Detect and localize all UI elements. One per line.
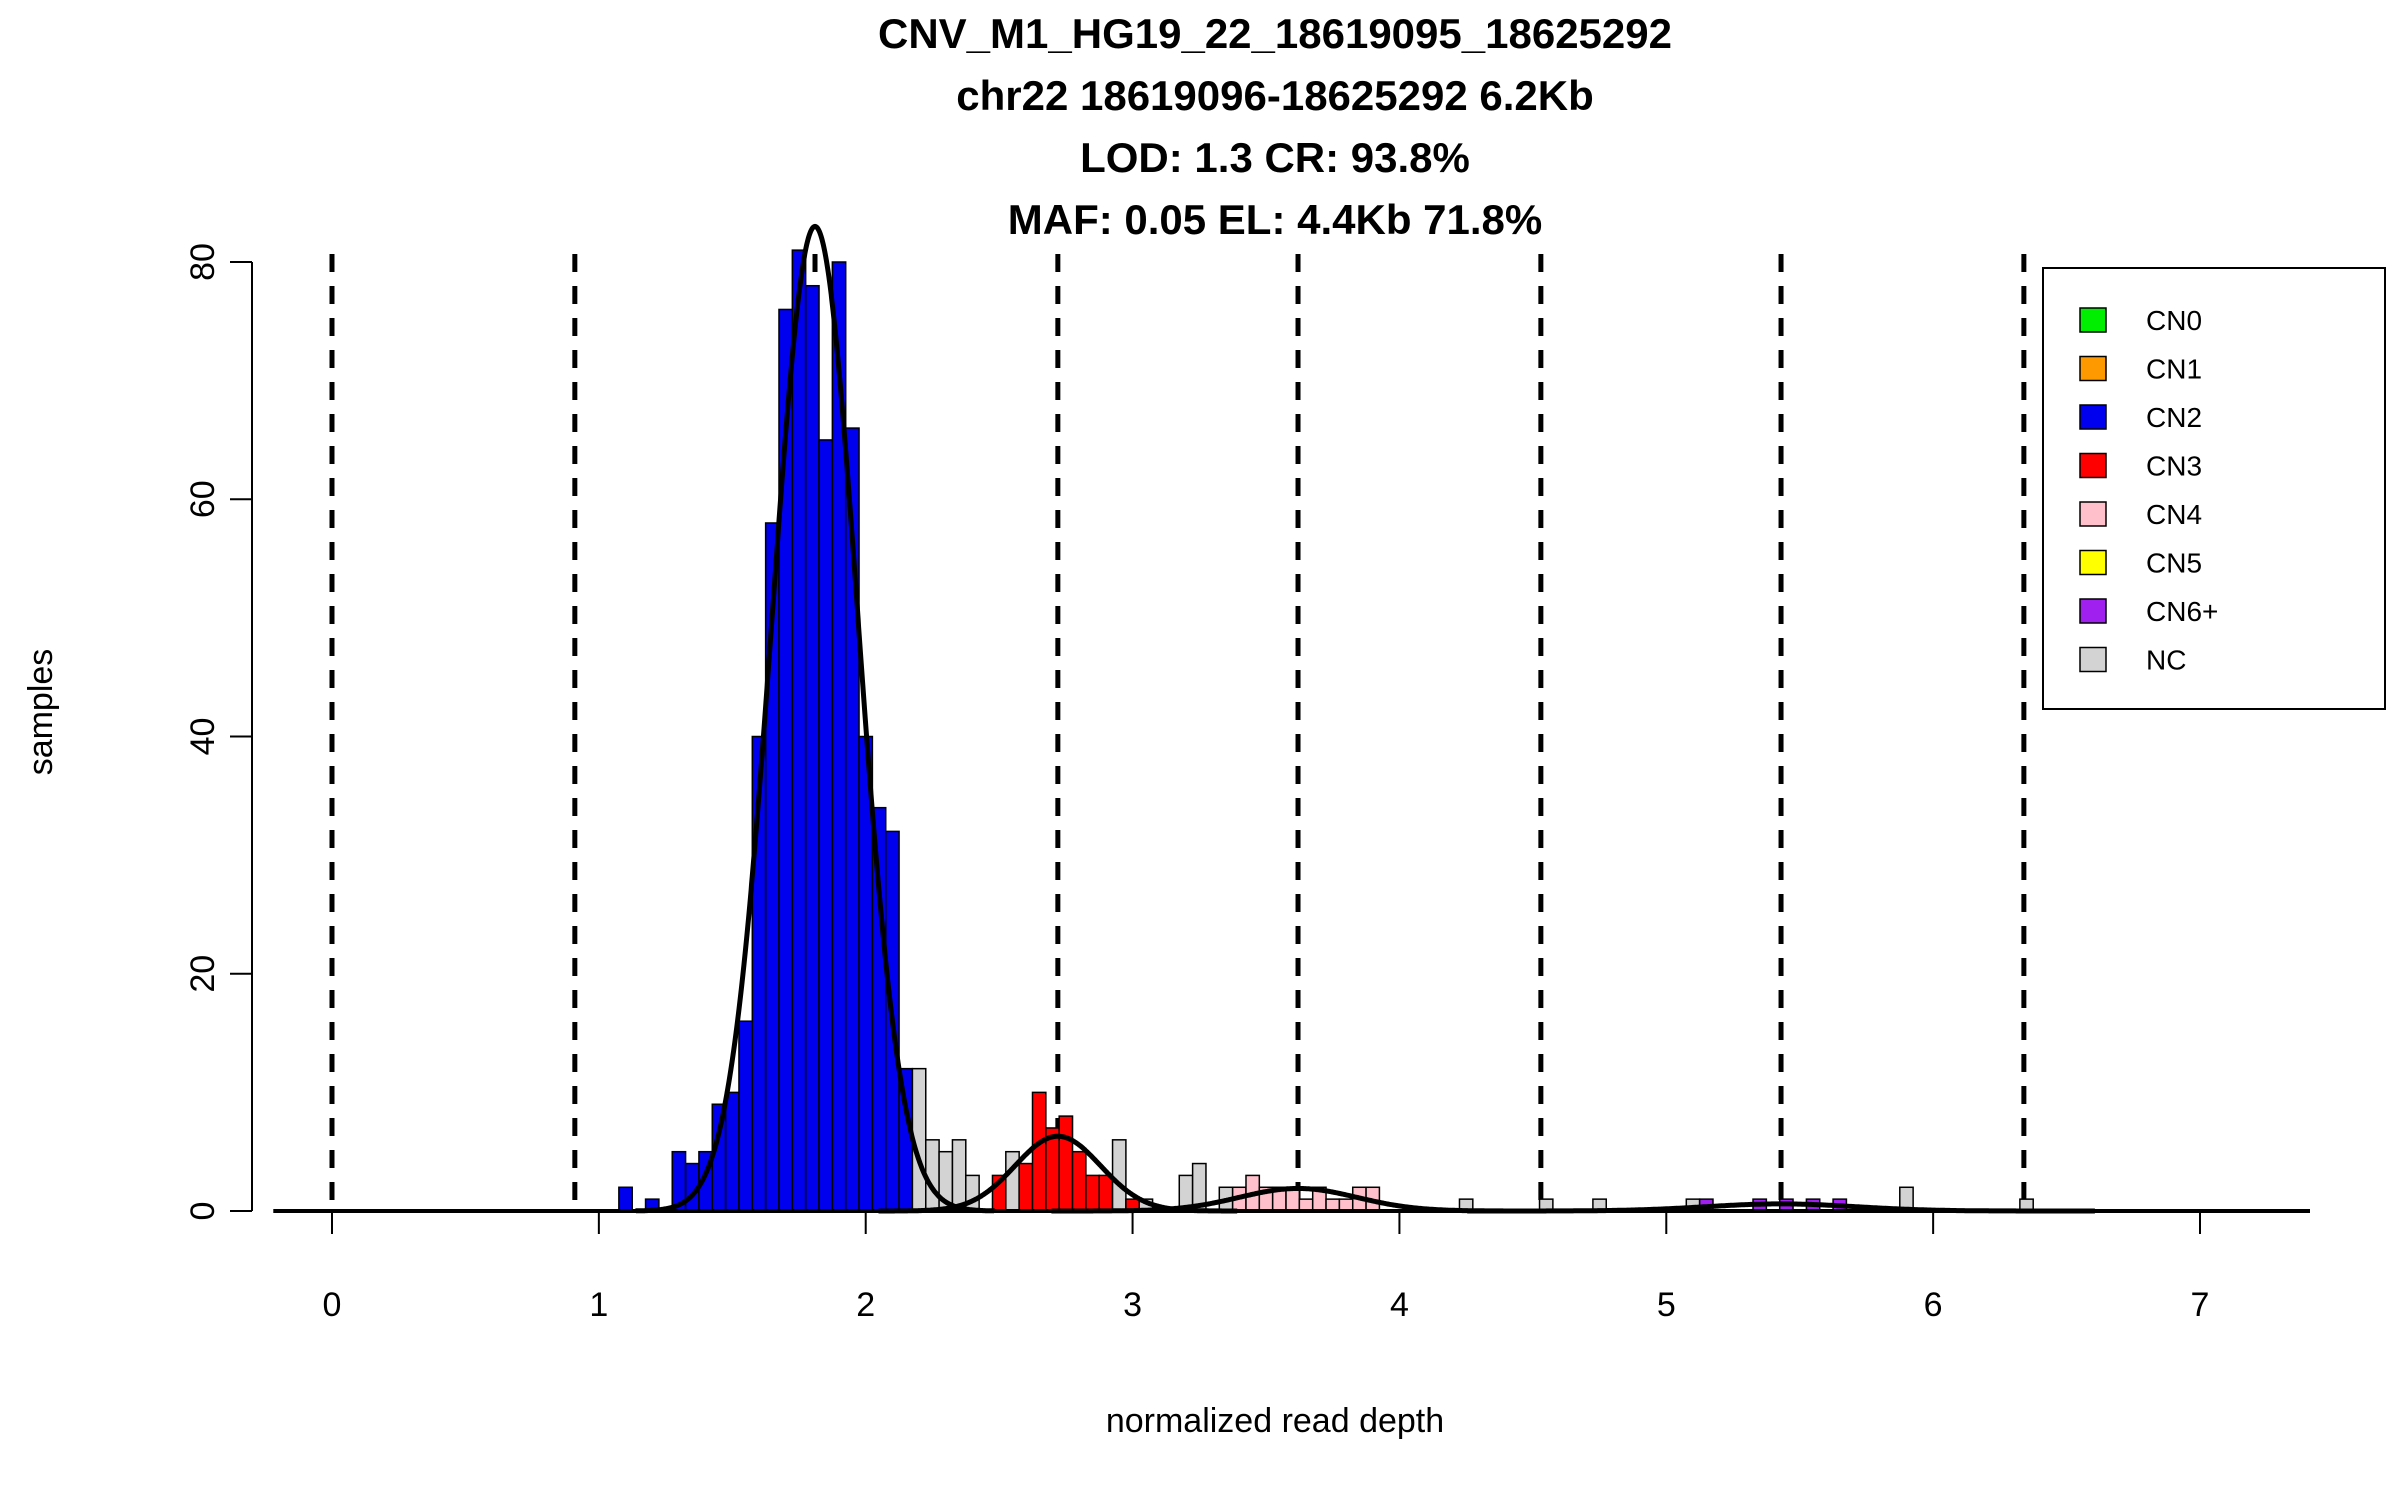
legend-item: CN0 <box>2079 305 2202 336</box>
x-tick-label: 6 <box>1924 1286 1943 1324</box>
x-tick-label: 5 <box>1657 1286 1676 1324</box>
legend-item: CN4 <box>2079 499 2202 530</box>
title-line-1: CNV_M1_HG19_22_18619095_18625292 <box>878 10 1672 57</box>
histogram-bar <box>1031 1091 1047 1212</box>
legend-label: CN1 <box>2146 354 2202 385</box>
y-axis-label: samples <box>22 649 60 776</box>
chart-title: CNV_M1_HG19_22_18619095_18625292 chr22 1… <box>878 10 1672 243</box>
histogram-bar <box>724 1091 740 1212</box>
legend-swatch <box>2079 598 2107 624</box>
cn-boundary-lines <box>329 254 2027 1211</box>
y-tick-label: 40 <box>184 718 222 756</box>
legend-label: CN6+ <box>2146 596 2218 627</box>
histogram-bar <box>1018 1162 1034 1212</box>
legend-label: CN0 <box>2146 305 2202 336</box>
fit-curve <box>635 223 995 1214</box>
legend-item: CN6+ <box>2079 596 2218 627</box>
y-tick-label: 60 <box>184 480 222 518</box>
legend-swatch <box>2079 501 2107 527</box>
x-tick-label: 1 <box>589 1286 608 1324</box>
histogram-bar <box>818 439 834 1212</box>
histogram-bar <box>1111 1139 1127 1212</box>
legend-swatch <box>2079 549 2107 576</box>
legend-label: CN3 <box>2146 451 2202 482</box>
legend-item: CN3 <box>2079 451 2202 482</box>
histogram-bar <box>965 1174 980 1212</box>
legend-swatch <box>2079 404 2107 430</box>
legend-swatch <box>2079 307 2107 333</box>
histogram-bar <box>738 1020 754 1212</box>
legend-label: NC <box>2146 645 2186 676</box>
title-line-4: MAF: 0.05 EL: 4.4Kb 71.8% <box>1008 196 1543 243</box>
legend-swatch <box>2079 452 2107 479</box>
histogram-bar <box>1098 1174 1114 1212</box>
y-axis-ticks: 0 20 40 60 80 <box>184 243 252 1220</box>
x-axis-label: normalized read depth <box>1106 1402 1444 1440</box>
legend-swatch <box>2079 646 2107 673</box>
histogram-bar <box>791 249 807 1212</box>
x-tick-label: 3 <box>1123 1286 1142 1324</box>
legend-label: CN5 <box>2146 548 2202 579</box>
y-tick-label: 20 <box>184 955 222 993</box>
histogram-bar <box>1071 1150 1087 1212</box>
legend-item: CN5 <box>2079 548 2202 579</box>
fit-curves <box>273 223 2310 1214</box>
x-tick-label: 4 <box>1390 1286 1409 1324</box>
x-tick-label: 0 <box>323 1286 342 1324</box>
y-tick-label: 80 <box>184 243 222 281</box>
histogram-bar <box>1085 1174 1100 1212</box>
legend-box <box>2042 267 2386 710</box>
histogram-bar <box>1058 1115 1074 1212</box>
histogram-bars <box>618 249 2034 1212</box>
x-tick-label: 7 <box>2191 1286 2210 1324</box>
title-line-3: LOD: 1.3 CR: 93.8% <box>1080 134 1470 181</box>
legend-label: CN2 <box>2146 402 2202 433</box>
legend-item: NC <box>2079 645 2186 676</box>
legend-item: CN2 <box>2079 402 2202 433</box>
y-tick-label: 0 <box>184 1202 222 1221</box>
x-axis-ticks: 0 1 2 3 4 5 6 7 <box>323 1211 2210 1324</box>
histogram-bar <box>804 284 820 1212</box>
histogram-bar <box>951 1139 967 1212</box>
legend-item: CN1 <box>2079 354 2202 385</box>
title-line-2: chr22 18619096-18625292 6.2Kb <box>956 72 1594 119</box>
histogram-bar <box>618 1186 633 1212</box>
axes: 0 1 2 3 4 5 6 7 0 20 40 60 80 <box>184 243 2209 1324</box>
legend-label: CN4 <box>2146 499 2202 530</box>
legend-swatch <box>2079 355 2107 382</box>
legend: CN0 CN1 CN2 CN3 CN4 CN5 CN6+ NC <box>2042 267 2386 710</box>
x-tick-label: 2 <box>856 1286 875 1324</box>
